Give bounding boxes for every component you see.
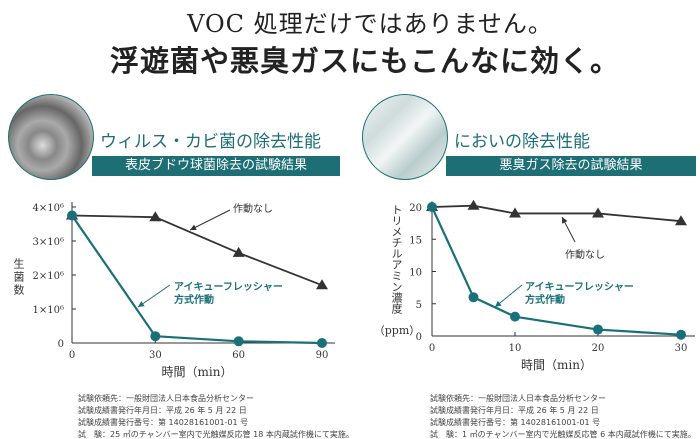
data-point-circle xyxy=(67,210,77,221)
data-point-circle xyxy=(510,311,520,322)
note-line: 試験成績書発行年月日：平成 26 年 5 月 22 日 xyxy=(78,406,247,415)
x-tick-label: 10 xyxy=(509,343,522,354)
headline-2: 浮遊菌や悪臭ガスにもこんなに効く。 xyxy=(109,44,620,78)
series-label: 作動なし xyxy=(565,248,605,261)
x-tick-label: 90 xyxy=(316,350,329,361)
series-label: アイキューフレッシャー xyxy=(174,281,283,293)
x-tick-label: 30 xyxy=(149,350,162,361)
y-axis-label-unit: （ppm） xyxy=(373,324,421,337)
series-label: アイキューフレッシャー xyxy=(525,281,634,293)
odor-image xyxy=(362,94,448,180)
notes-odor: 試験依頼先：一般財団法人日本食品分析センター 試験成績書発行年月日：平成 26 … xyxy=(430,393,696,439)
x-tick-label: 0 xyxy=(69,350,75,361)
series-label: 方式作動 xyxy=(525,293,565,306)
y-tick-label: 10 xyxy=(409,268,422,279)
y-tick-label: 3×10⁶ xyxy=(33,237,64,248)
virus-image xyxy=(8,94,94,180)
data-point-circle xyxy=(676,329,686,340)
data-point-circle xyxy=(468,292,479,303)
legend-arrow xyxy=(137,284,171,308)
panel-heading-virus: ウィルス・カビ菌の除去性能 xyxy=(100,132,321,152)
legend-arrowhead xyxy=(138,301,145,307)
x-tick-label: 20 xyxy=(592,343,605,354)
x-tick-label: 0 xyxy=(429,343,435,354)
data-point-triangle xyxy=(467,199,480,210)
note-line: 試験依頼先：一般財団法人日本食品分析センター xyxy=(430,394,606,403)
y-tick-label: 2×10⁶ xyxy=(33,271,64,282)
panel-banner-virus: 表皮ブドウ球菌除去の試験結果 xyxy=(92,156,340,176)
note-line: 試験依頼先：一般財団法人日本食品分析センター xyxy=(78,394,254,403)
legend-arrowhead xyxy=(495,300,502,307)
x-tick-label: 60 xyxy=(232,350,245,361)
y-tick-label: 4×10⁶ xyxy=(33,203,64,214)
note-line: 試 験：1 ㎥のチャンバー室内で光触媒反応管 6 本内蔵試作機にて実施。 xyxy=(430,430,696,439)
y-tick-label: 0 xyxy=(58,339,64,350)
data-point-circle xyxy=(150,331,161,342)
data-point-circle xyxy=(427,202,437,212)
data-point-circle xyxy=(593,324,603,335)
x-axis-label: 時間（min） xyxy=(162,365,233,379)
series-line xyxy=(71,214,323,345)
series-line xyxy=(71,214,323,287)
note-line: 試験成績書発行年月日：平成 26 年 5 月 22 日 xyxy=(430,406,599,415)
note-line: 試験成績書発行番号：第 14028161001-01 号 xyxy=(430,418,601,427)
panel-banner-odor: 悪臭ガス除去の試験結果 xyxy=(446,156,696,176)
data-point-triangle xyxy=(509,207,521,218)
data-point-circle xyxy=(317,338,327,348)
chart-odor: 0 5 10 15 20 0 10 20 30 時間（min） 作動なしアイキューフレッシャー方式作… xyxy=(409,199,695,372)
series-line xyxy=(431,206,682,336)
data-point-triangle xyxy=(316,279,328,290)
panel-heading-odor: においの除去性能 xyxy=(454,132,590,152)
note-line: 試 験：25 ㎥のチャンバー室内で光触媒反応管 18 本内蔵試作機にて実施。 xyxy=(78,430,354,439)
data-point-triangle xyxy=(592,207,604,218)
y-tick-label: 5 xyxy=(416,300,422,311)
series-label: 方式作動 xyxy=(174,293,214,306)
data-point-triangle xyxy=(232,246,245,257)
x-axis-label: 時間（min） xyxy=(521,358,592,372)
headline-1: VOC 処理だけではありません。 xyxy=(187,10,553,38)
legend-arrowhead xyxy=(562,217,568,224)
series-label: 作動なし xyxy=(233,202,273,215)
y-tick-label: 20 xyxy=(409,203,422,214)
legend-arrowhead xyxy=(190,224,197,230)
y-axis-label: 生菌数 xyxy=(12,258,25,297)
y-tick-label: 1×10⁶ xyxy=(33,305,64,316)
notes-bacteria: 試験依頼先：一般財団法人日本食品分析センター 試験成績書発行年月日：平成 26 … xyxy=(78,393,354,439)
data-point-triangle xyxy=(675,215,687,226)
y-tick-label: 15 xyxy=(409,235,422,246)
y-tick-label: 0 xyxy=(416,332,422,343)
data-point-triangle xyxy=(149,211,162,222)
note-line: 試験成績書発行番号：第 14028161001-01 号 xyxy=(78,418,249,427)
x-tick-label: 30 xyxy=(675,343,688,354)
chart-bacteria: 0 1×10⁶ 2×10⁶ 3×10⁶ 4×10⁶ 0 30 60 90 時間（min） 作動なしア… xyxy=(33,202,335,379)
y-axis-label: トリメチルアミン濃度 xyxy=(390,204,403,314)
data-point-circle xyxy=(233,336,244,347)
legend-arrow xyxy=(189,209,231,231)
